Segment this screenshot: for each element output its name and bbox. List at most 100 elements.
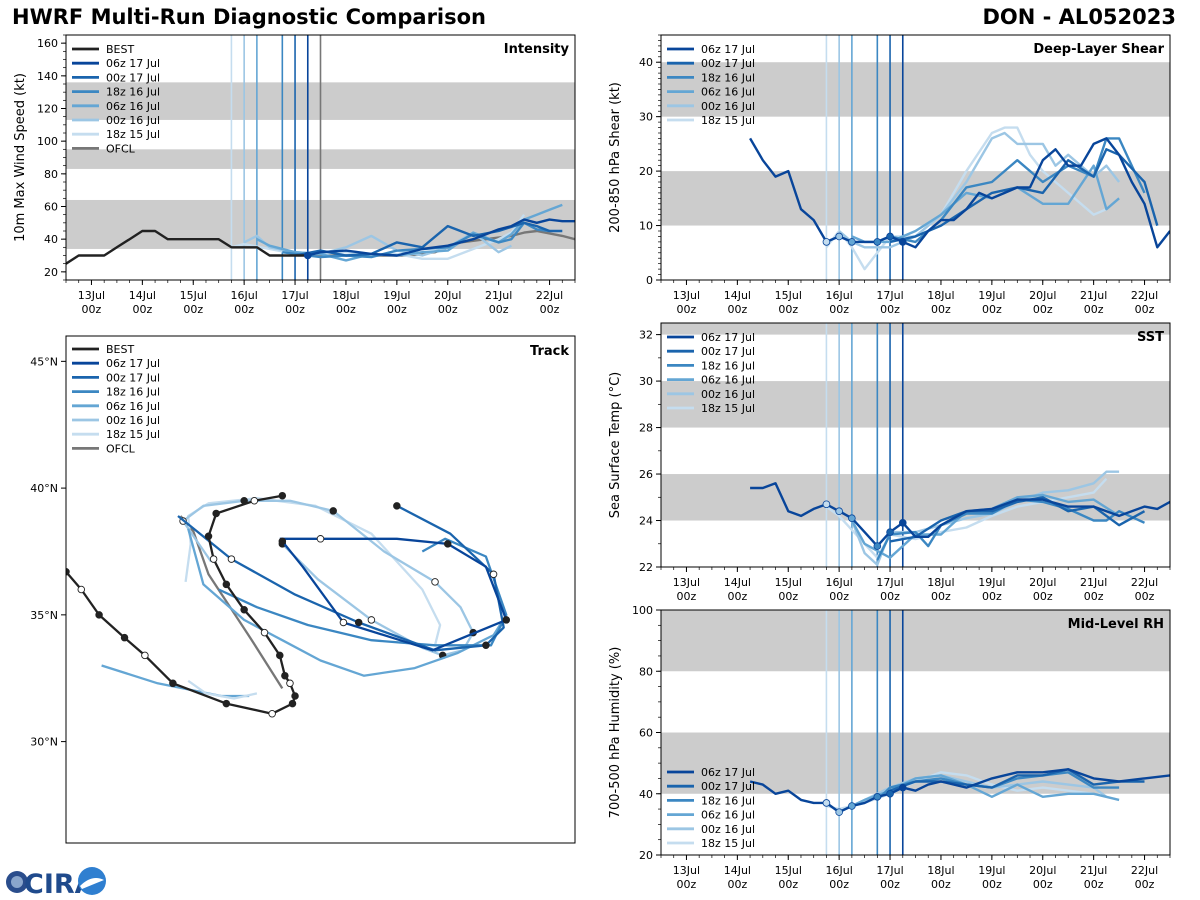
y-axis-label: 10m Max Wind Speed (kt) bbox=[13, 73, 28, 242]
track-point bbox=[268, 709, 276, 718]
series-line bbox=[750, 482, 1170, 548]
track-point bbox=[339, 618, 348, 627]
y-tick-label: 0 bbox=[646, 274, 653, 287]
legend-label: OFCL bbox=[106, 142, 136, 155]
x-tick-label-hour: 00z bbox=[778, 590, 798, 603]
track-point bbox=[431, 578, 439, 586]
panel-sst: 22242628303213Jul00z14Jul00z15Jul00z16Ju… bbox=[608, 322, 1171, 603]
y-tick-label: 20 bbox=[639, 165, 653, 178]
threshold-band bbox=[661, 474, 1170, 521]
track-point bbox=[367, 616, 376, 624]
x-tick-label: 17Jul bbox=[876, 576, 903, 589]
x-tick-label: 22Jul bbox=[536, 289, 563, 302]
series-line bbox=[294, 221, 563, 257]
init-marker bbox=[822, 500, 831, 509]
legend-label: 00z 17 Jul bbox=[106, 71, 160, 84]
lat-tick-label: 45°N bbox=[30, 355, 58, 368]
x-tick-label-hour: 00z bbox=[387, 303, 407, 316]
x-tick-label: 14Jul bbox=[724, 576, 751, 589]
x-tick-label: 13Jul bbox=[673, 576, 700, 589]
track-point bbox=[489, 570, 498, 579]
legend-label: 06z 17 Jul bbox=[106, 57, 160, 70]
legend-label: 00z 17 Jul bbox=[106, 371, 160, 384]
init-marker bbox=[873, 542, 882, 550]
legend-label: 00z 17 Jul bbox=[701, 57, 755, 70]
track-point bbox=[240, 606, 248, 614]
init-marker bbox=[848, 802, 856, 810]
x-tick-label-hour: 00z bbox=[677, 878, 697, 891]
init-marker bbox=[898, 519, 907, 527]
series-line bbox=[749, 137, 1170, 249]
x-tick-label: 15Jul bbox=[775, 576, 802, 589]
page-title: HWRF Multi-Run Diagnostic Comparison bbox=[12, 5, 487, 29]
legend-label: 00z 17 Jul bbox=[701, 780, 755, 793]
legend-label: 18z 15 Jul bbox=[106, 128, 160, 141]
y-tick-label: 30 bbox=[639, 111, 653, 124]
track-line bbox=[187, 679, 258, 700]
x-tick-label-hour: 00z bbox=[132, 303, 152, 316]
init-marker bbox=[886, 789, 894, 798]
init-marker bbox=[898, 238, 907, 246]
x-tick-label: 15Jul bbox=[775, 289, 802, 302]
track-point bbox=[141, 651, 149, 660]
init-marker bbox=[835, 808, 843, 816]
track-point bbox=[77, 585, 86, 594]
x-tick-label: 16Jul bbox=[231, 289, 258, 302]
y-tick-label: 28 bbox=[639, 422, 653, 435]
x-tick-label-hour: 00z bbox=[1033, 303, 1053, 316]
x-tick-label: 21Jul bbox=[1080, 864, 1107, 877]
series-line bbox=[66, 229, 308, 265]
x-tick-label-hour: 00z bbox=[778, 303, 798, 316]
legend-label: 06z 16 Jul bbox=[701, 374, 755, 387]
y-tick-label: 10 bbox=[639, 220, 653, 233]
series-line bbox=[889, 496, 1146, 543]
x-tick-label: 20Jul bbox=[434, 289, 461, 302]
legend-label: 18z 15 Jul bbox=[106, 428, 160, 441]
x-tick-label: 15Jul bbox=[775, 864, 802, 877]
x-tick-label: 22Jul bbox=[1131, 576, 1158, 589]
y-tick-label: 24 bbox=[639, 515, 653, 528]
track-point bbox=[502, 616, 511, 624]
y-tick-label: 120 bbox=[37, 103, 58, 116]
x-tick-label-hour: 00z bbox=[677, 303, 697, 316]
track-line bbox=[177, 504, 505, 652]
y-tick-label: 60 bbox=[639, 727, 653, 740]
legend-label: 06z 17 Jul bbox=[701, 766, 755, 779]
init-marker bbox=[822, 238, 831, 246]
y-tick-label: 32 bbox=[639, 329, 653, 342]
legend-label: 00z 16 Jul bbox=[701, 100, 755, 113]
y-tick-label: 20 bbox=[639, 849, 653, 862]
y-axis-label: Sea Surface Temp (°C) bbox=[608, 372, 623, 519]
threshold-band bbox=[661, 323, 1170, 335]
init-marker bbox=[848, 514, 856, 522]
series-group bbox=[750, 470, 1170, 566]
x-tick-label: 17Jul bbox=[876, 289, 903, 302]
threshold-band bbox=[661, 381, 1170, 428]
legend-label: BEST bbox=[106, 343, 134, 356]
legend-label: 06z 16 Jul bbox=[701, 86, 755, 99]
x-tick-label-hour: 00z bbox=[234, 303, 254, 316]
legend-label: 18z 16 Jul bbox=[106, 86, 160, 99]
track-point bbox=[120, 633, 129, 642]
track-point bbox=[260, 628, 269, 637]
x-tick-label-hour: 00z bbox=[880, 590, 900, 603]
x-tick-label-hour: 00z bbox=[829, 878, 849, 891]
x-tick-label: 16Jul bbox=[826, 289, 853, 302]
x-tick-label: 15Jul bbox=[180, 289, 207, 302]
track-point bbox=[209, 555, 218, 563]
x-tick-label: 22Jul bbox=[1131, 864, 1158, 877]
init-marker bbox=[873, 793, 882, 801]
x-tick-label: 20Jul bbox=[1029, 289, 1056, 302]
track-point bbox=[212, 509, 220, 518]
lat-tick-label: 30°N bbox=[30, 736, 58, 749]
legend-label: 18z 15 Jul bbox=[701, 837, 755, 850]
x-tick-label-hour: 00z bbox=[677, 590, 697, 603]
cira-logo: CIRA bbox=[6, 867, 106, 898]
y-tick-label: 40 bbox=[639, 56, 653, 69]
legend-label: 06z 16 Jul bbox=[106, 400, 160, 413]
x-tick-label-hour: 00z bbox=[880, 878, 900, 891]
x-tick-label-hour: 00z bbox=[1033, 878, 1053, 891]
init-marker bbox=[303, 251, 312, 260]
x-tick-label: 19Jul bbox=[978, 576, 1005, 589]
